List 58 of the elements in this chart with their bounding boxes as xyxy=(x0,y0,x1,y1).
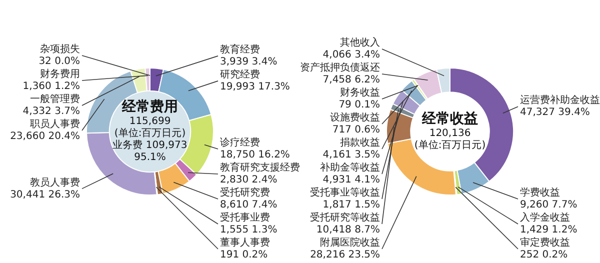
slice-label: 教育经费 xyxy=(220,44,260,56)
slice-label: 资产抵押负债返还 xyxy=(300,62,380,74)
data-label: 4,931 4.1% xyxy=(322,174,380,186)
slice-label: 财务收益 xyxy=(340,86,380,99)
slice-label: 受托研究费 xyxy=(220,186,270,199)
text: 经常费用 xyxy=(121,99,178,116)
data-label: 10,418 8.7% xyxy=(316,224,380,236)
slice-label: 捐款收益 xyxy=(340,136,380,149)
slice-label: 研究经费 xyxy=(220,68,260,81)
data-label: 4,332 3.7% xyxy=(22,106,80,118)
slice-label: 学费收益 xyxy=(520,186,560,199)
slice-label: 教育研究支援经费 xyxy=(220,162,300,174)
text: 115,699 xyxy=(129,116,171,128)
slice-label: 董事人事费 xyxy=(220,236,270,249)
slice-label: 附属医院收益 xyxy=(320,236,380,249)
slice-label: 受托事业等收益 xyxy=(310,186,380,199)
data-label: 18,750 16.2% xyxy=(220,150,290,161)
data-label: 1,555 1.3% xyxy=(220,224,278,236)
slice-label: 职员人事费 xyxy=(30,118,80,130)
data-label: 1,817 1.5% xyxy=(322,200,380,211)
data-label: 7,458 6.2% xyxy=(322,74,380,86)
data-label: 79 0.1% xyxy=(338,100,380,111)
data-label: 191 0.2% xyxy=(220,250,268,261)
data-label: 28,216 23.5% xyxy=(310,250,380,261)
slice-label: 设施费收益 xyxy=(330,112,380,124)
data-label: 30,441 26.3% xyxy=(10,189,80,200)
data-label: 32 0.0% xyxy=(38,56,80,68)
text: (单位:百万日元) xyxy=(414,139,486,152)
data-label: 2,830 2.4% xyxy=(220,174,278,186)
slice-label: 入学金收益 xyxy=(520,212,570,224)
data-label: 23,660 20.4% xyxy=(10,131,80,142)
text: (单位:百万日元) xyxy=(114,127,186,140)
data-label: 3,939 3.4% xyxy=(220,56,278,68)
slice-label: 财务费用 xyxy=(40,68,80,80)
data-label: 19,993 17.3% xyxy=(220,82,290,93)
data-label: 4,066 3.4% xyxy=(322,50,380,61)
text: 95.1% xyxy=(134,152,166,164)
slice-label: 诊疗经费 xyxy=(220,136,260,149)
data-label: 252 0.2% xyxy=(520,250,568,261)
slice-label: 运营费补助金收益 xyxy=(520,94,600,106)
slice-label: 受托研究等收益 xyxy=(310,212,380,224)
slice-label: 受托事业费 xyxy=(220,212,270,224)
data-label: 1,429 1.2% xyxy=(520,224,578,236)
slice-label: 教员人事费 xyxy=(30,176,80,188)
data-label: 8,610 7.4% xyxy=(220,200,278,211)
slice-label: 一般管理费 xyxy=(30,93,80,106)
slice-label: 其他收入 xyxy=(340,36,380,49)
data-label: 9,260 7.7% xyxy=(520,200,578,211)
data-label: 47,327 39.4% xyxy=(520,107,590,118)
slice-label: 杂项损失 xyxy=(40,43,80,56)
slice-label: 审定费收益 xyxy=(520,236,570,249)
data-label: 1,360 1.2% xyxy=(22,81,80,92)
text: 经常收益 xyxy=(421,111,478,128)
data-label: 4,161 3.5% xyxy=(322,150,380,161)
text: 业务费 109,973 xyxy=(112,139,188,152)
text: 120,136 xyxy=(429,128,471,140)
data-label: 717 0.6% xyxy=(332,124,380,136)
slice-label: 补助金等收益 xyxy=(320,162,380,174)
